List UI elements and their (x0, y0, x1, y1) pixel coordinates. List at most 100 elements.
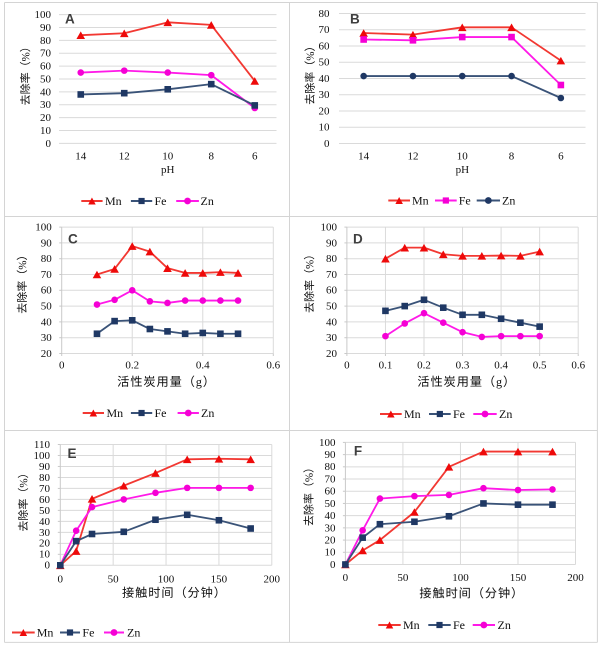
svg-text:pH: pH (456, 164, 470, 176)
svg-text:8: 8 (209, 150, 215, 162)
svg-text:10: 10 (319, 122, 331, 134)
svg-text:6: 6 (558, 150, 564, 162)
svg-text:0.6: 0.6 (571, 359, 585, 371)
svg-text:80: 80 (325, 461, 337, 473)
svg-text:Zn: Zn (499, 407, 512, 421)
svg-text:Mn: Mn (105, 194, 122, 208)
svg-text:10: 10 (325, 547, 337, 559)
svg-text:20: 20 (325, 534, 337, 546)
svg-text:Mn: Mn (107, 406, 124, 420)
svg-text:Mn: Mn (403, 618, 420, 632)
svg-text:70: 70 (39, 483, 51, 495)
svg-text:0: 0 (324, 138, 330, 150)
svg-text:0.2: 0.2 (417, 359, 431, 371)
svg-text:D: D (353, 232, 363, 247)
svg-text:80: 80 (40, 35, 52, 47)
svg-text:0.3: 0.3 (456, 359, 470, 371)
svg-text:50: 50 (108, 573, 120, 585)
svg-text:Mn: Mn (412, 194, 429, 208)
svg-text:E: E (68, 446, 77, 461)
svg-text:Zn: Zn (201, 194, 214, 208)
svg-text:Fe: Fe (155, 194, 167, 208)
svg-text:60: 60 (39, 494, 51, 506)
svg-text:200: 200 (567, 572, 584, 584)
svg-text:70: 70 (325, 473, 337, 485)
svg-text:0: 0 (58, 573, 64, 585)
svg-text:B: B (350, 12, 360, 27)
svg-text:20: 20 (326, 348, 338, 360)
svg-text:60: 60 (326, 285, 338, 297)
svg-text:50: 50 (397, 572, 409, 584)
svg-text:100: 100 (35, 9, 52, 21)
svg-text:0: 0 (46, 138, 52, 150)
svg-text:10: 10 (39, 549, 51, 561)
svg-text:100: 100 (452, 572, 469, 584)
svg-text:60: 60 (40, 61, 52, 73)
svg-text:F: F (354, 444, 362, 459)
svg-text:30: 30 (39, 527, 51, 539)
svg-text:110: 110 (34, 439, 51, 451)
svg-text:100: 100 (34, 450, 51, 462)
svg-text:0.5: 0.5 (533, 359, 547, 371)
svg-text:80: 80 (326, 253, 338, 265)
svg-text:40: 40 (41, 316, 53, 328)
svg-text:80: 80 (319, 8, 331, 20)
svg-text:50: 50 (325, 498, 337, 510)
svg-text:60: 60 (319, 40, 331, 52)
svg-text:100: 100 (321, 222, 338, 234)
svg-text:0: 0 (45, 560, 51, 572)
svg-text:60: 60 (325, 486, 337, 498)
svg-text:0: 0 (330, 559, 336, 571)
svg-text:Fe: Fe (453, 618, 465, 632)
svg-text:Zn: Zn (498, 618, 511, 632)
svg-text:20: 20 (41, 348, 53, 360)
svg-text:40: 40 (40, 86, 52, 98)
svg-text:40: 40 (326, 316, 338, 328)
svg-text:pH: pH (161, 164, 175, 176)
svg-text:50: 50 (326, 301, 338, 313)
svg-text:0: 0 (59, 359, 65, 371)
svg-text:Fe: Fe (453, 407, 465, 421)
svg-text:30: 30 (40, 99, 52, 111)
svg-text:80: 80 (39, 472, 51, 484)
svg-text:10: 10 (457, 150, 469, 162)
svg-text:0.4: 0.4 (494, 359, 508, 371)
svg-text:Zn: Zn (502, 194, 515, 208)
svg-text:10: 10 (162, 150, 174, 162)
svg-text:50: 50 (40, 73, 52, 85)
svg-text:100: 100 (158, 573, 175, 585)
svg-text:90: 90 (326, 237, 338, 249)
svg-text:12: 12 (407, 150, 418, 162)
svg-text:30: 30 (325, 522, 337, 534)
svg-text:70: 70 (41, 269, 53, 281)
svg-text:0.1: 0.1 (379, 359, 393, 371)
svg-text:90: 90 (41, 237, 53, 249)
svg-text:40: 40 (39, 516, 51, 528)
svg-text:14: 14 (358, 150, 370, 162)
svg-text:90: 90 (325, 449, 337, 461)
svg-text:100: 100 (319, 437, 336, 449)
svg-text:150: 150 (510, 572, 527, 584)
svg-text:Fe: Fe (459, 194, 471, 208)
svg-text:20: 20 (39, 538, 51, 550)
svg-text:12: 12 (119, 150, 130, 162)
svg-text:C: C (68, 232, 78, 247)
svg-text:10: 10 (40, 125, 52, 137)
svg-text:0.6: 0.6 (266, 359, 280, 371)
svg-text:30: 30 (41, 332, 53, 344)
svg-text:Mn: Mn (404, 407, 421, 421)
svg-text:8: 8 (509, 150, 515, 162)
svg-text:70: 70 (40, 48, 52, 60)
svg-text:20: 20 (40, 112, 52, 124)
svg-text:30: 30 (319, 89, 331, 101)
svg-text:14: 14 (75, 150, 87, 162)
svg-text:90: 90 (39, 461, 51, 473)
svg-text:70: 70 (326, 269, 338, 281)
svg-text:20: 20 (319, 105, 331, 117)
svg-text:40: 40 (319, 73, 331, 85)
svg-text:60: 60 (41, 285, 53, 297)
svg-text:0: 0 (343, 572, 349, 584)
svg-text:Zn: Zn (127, 626, 140, 640)
svg-text:0.2: 0.2 (125, 359, 139, 371)
svg-text:Fe: Fe (82, 626, 94, 640)
